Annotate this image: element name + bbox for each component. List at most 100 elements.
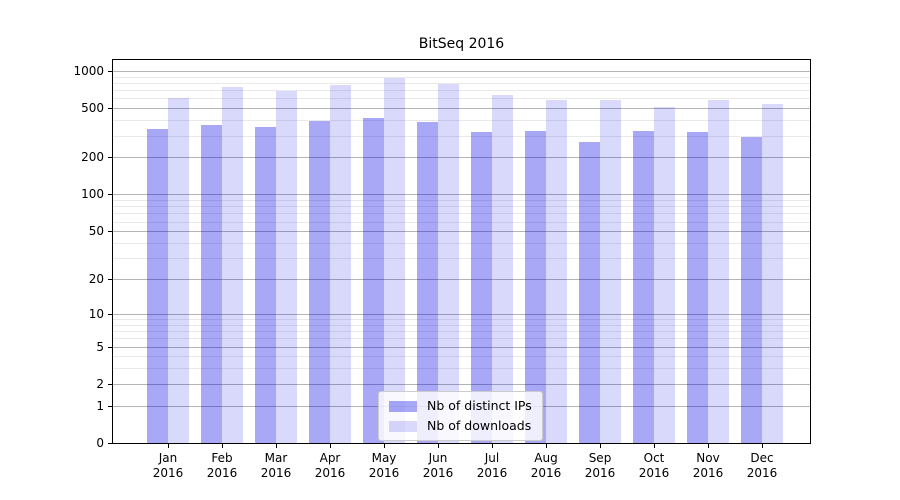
gridline-major xyxy=(113,157,810,159)
bar-downloads-sep xyxy=(600,100,621,443)
bar-downloads-oct xyxy=(654,106,675,443)
bar-distinct-ips-aug xyxy=(525,131,546,443)
x-tick xyxy=(708,444,709,448)
y-tick-label-0: 0 xyxy=(96,436,104,450)
y-tick-label-500: 500 xyxy=(81,101,104,116)
x-tick xyxy=(762,444,763,448)
y-tick-label-2: 2 xyxy=(96,376,104,391)
gridline-minor xyxy=(113,135,810,137)
gridline-minor xyxy=(113,120,810,122)
y-tick xyxy=(108,279,112,281)
bar-downloads-apr xyxy=(330,84,351,443)
x-tick xyxy=(438,444,439,448)
gridline-minor xyxy=(113,356,810,358)
bar-distinct-ips-apr xyxy=(309,120,330,443)
y-tick-label-10: 10 xyxy=(88,306,104,321)
y-tick xyxy=(108,194,112,196)
y-tick-label-20: 20 xyxy=(88,272,104,287)
gridline-major xyxy=(113,194,810,196)
x-tick-label-jul: Jul 2016 xyxy=(476,451,508,480)
gridline-minor xyxy=(113,90,810,92)
bar-distinct-ips-jul xyxy=(471,132,492,443)
y-tick xyxy=(108,346,112,348)
bar-downloads-nov xyxy=(708,100,729,443)
gridline-minor xyxy=(113,318,810,320)
gridline-major xyxy=(113,231,810,233)
y-tick-label-1000: 1000 xyxy=(73,63,104,78)
plot-area xyxy=(112,59,811,444)
bar-distinct-ips-feb xyxy=(201,125,222,443)
bar-distinct-ips-oct xyxy=(633,131,654,443)
x-tick xyxy=(276,444,277,448)
bar-downloads-jul xyxy=(492,94,513,443)
x-tick xyxy=(222,444,223,448)
gridline-minor xyxy=(113,200,810,202)
x-tick xyxy=(330,444,331,448)
bar-downloads-dec xyxy=(762,104,783,443)
bar-distinct-ips-may xyxy=(363,118,384,443)
y-tick-label-5: 5 xyxy=(96,339,104,354)
gridline-major xyxy=(113,346,810,348)
gridline-minor xyxy=(113,243,810,244)
gridline-major xyxy=(113,313,810,315)
x-tick-label-apr: Apr 2016 xyxy=(314,451,346,480)
x-tick-label-mar: Mar 2016 xyxy=(260,451,292,480)
x-tick-label-nov: Nov 2016 xyxy=(692,451,724,480)
y-tick xyxy=(108,157,112,159)
bar-distinct-ips-nov xyxy=(687,132,708,443)
gridline-major xyxy=(113,383,810,385)
legend-label-downloads: Nb of downloads xyxy=(427,418,532,433)
gridline-minor xyxy=(113,324,810,326)
bar-downloads-may xyxy=(384,78,405,443)
legend-item-downloads: Nb of downloads xyxy=(389,419,532,433)
x-tick-label-sep: Sep 2016 xyxy=(584,451,616,480)
x-tick xyxy=(492,444,493,448)
y-tick xyxy=(108,383,112,385)
gridline-minor xyxy=(113,82,810,84)
bar-distinct-ips-jun xyxy=(417,121,438,443)
y-tick-label-100: 100 xyxy=(81,187,104,202)
y-tick-label-200: 200 xyxy=(81,150,104,165)
gridline-minor xyxy=(113,206,810,208)
gridline-minor xyxy=(113,368,810,370)
y-tick xyxy=(108,231,112,233)
x-tick-label-jan: Jan 2016 xyxy=(152,451,184,480)
gridline-minor xyxy=(113,98,810,100)
gridline-minor xyxy=(113,213,810,215)
x-tick xyxy=(168,444,169,448)
gridline-minor xyxy=(113,221,810,223)
bar-downloads-mar xyxy=(276,90,297,443)
gridline-minor xyxy=(113,338,810,340)
y-tick xyxy=(108,313,112,315)
gridline-major xyxy=(113,279,810,281)
x-tick-label-may: May 2016 xyxy=(368,451,400,480)
y-tick-label-1: 1 xyxy=(96,398,104,413)
bar-downloads-jun xyxy=(438,84,459,443)
x-tick-label-aug: Aug 2016 xyxy=(530,451,562,480)
bar-downloads-aug xyxy=(546,100,567,443)
y-tick-label-50: 50 xyxy=(88,224,104,239)
x-tick-label-jun: Jun 2016 xyxy=(422,451,454,480)
legend: Nb of distinct IPs Nb of downloads xyxy=(378,391,543,441)
y-tick xyxy=(108,70,112,72)
gridline-major xyxy=(113,70,810,72)
x-tick xyxy=(384,444,385,448)
legend-label-distinct-ips: Nb of distinct IPs xyxy=(427,398,532,413)
x-tick xyxy=(654,444,655,448)
y-tick xyxy=(108,443,112,444)
legend-item-distinct-ips: Nb of distinct IPs xyxy=(389,399,532,413)
bar-downloads-feb xyxy=(222,86,243,443)
x-tick-label-oct: Oct 2016 xyxy=(638,451,670,480)
chart-title: BitSeq 2016 xyxy=(418,36,505,52)
y-tick xyxy=(108,108,112,110)
x-tick xyxy=(546,444,547,448)
x-tick-label-feb: Feb 2016 xyxy=(206,451,238,480)
bar-distinct-ips-mar xyxy=(255,127,276,443)
x-tick-label-dec: Dec 2016 xyxy=(746,451,778,480)
legend-swatch-downloads xyxy=(389,420,417,432)
y-tick xyxy=(108,405,112,407)
bar-distinct-ips-sep xyxy=(579,141,600,443)
gridline-major xyxy=(113,108,810,110)
bar-distinct-ips-jan xyxy=(147,128,168,443)
